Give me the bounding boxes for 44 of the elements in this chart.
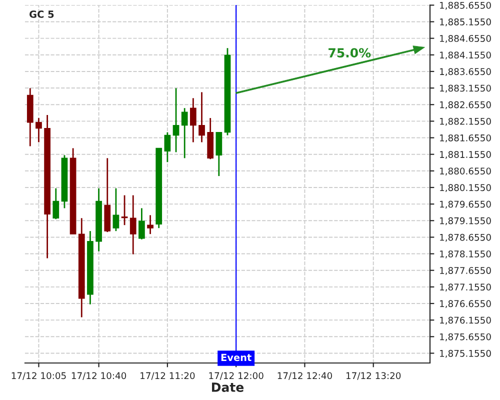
x-tick-label: 17/12 13:20 [346, 372, 401, 380]
x-tick-label: 17/12 10:40 [72, 372, 126, 380]
candlestick [138, 208, 145, 240]
y-tick-label: 1,875.1550 [440, 350, 491, 358]
x-tick-label: 17/12 11:20 [140, 372, 195, 380]
candlestick [181, 107, 188, 159]
y-tick-label: 1,877.6550 [440, 267, 491, 275]
ref-line-label: Event [221, 354, 252, 362]
x-axis-title: Date [212, 382, 244, 392]
y-tick-label: 1,880.1550 [440, 184, 491, 192]
candlestick [52, 188, 60, 220]
y-tick-label: 1,880.6550 [440, 168, 491, 176]
candlestick [216, 132, 222, 177]
y-tick-label: 1,881.6550 [440, 134, 491, 142]
x-tick-label: 17/12 12:40 [278, 372, 332, 380]
y-tick-label: 1,875.6550 [440, 333, 491, 342]
y-tick-label: 1,879.6550 [440, 200, 491, 209]
y-tick-label: 1,884.1550 [440, 52, 491, 60]
x-tick-label: 17/12 10:05 [12, 372, 66, 380]
y-tick-label: 1,884.6550 [440, 34, 491, 43]
y-tick-label: 1,881.1550 [440, 151, 491, 159]
candlestick [147, 214, 154, 235]
y-tick-label: 1,885.6550 [440, 2, 491, 10]
candlestick [130, 194, 136, 255]
y-tick-label: 1,883.1550 [440, 84, 491, 93]
x-tick-label: 17/12 12:00 [209, 372, 264, 380]
candlestick [190, 97, 196, 143]
y-tick-label: 1,876.1550 [440, 316, 491, 325]
y-tick-label: 1,882.6550 [440, 101, 491, 110]
candlestick [172, 88, 180, 153]
annotation: 75.0% [328, 48, 371, 58]
y-tick-label: 1,879.1550 [440, 217, 491, 226]
y-tick-label: 1,885.1550 [440, 18, 491, 26]
y-tick-label: 1,878.1550 [440, 250, 491, 258]
chart-title: GC 5 [30, 10, 54, 18]
y-tick-label: 1,883.6550 [440, 68, 491, 76]
candlestick [36, 117, 42, 143]
y-tick-label: 1,877.1550 [440, 284, 491, 292]
y-tick-label: 1,876.6550 [440, 300, 491, 308]
y-tick-label: 1,878.6550 [440, 234, 491, 242]
candlestick [164, 132, 171, 163]
y-tick-label: 1,882.1550 [440, 118, 491, 126]
candlestick [112, 188, 120, 232]
candlestick [198, 91, 205, 143]
